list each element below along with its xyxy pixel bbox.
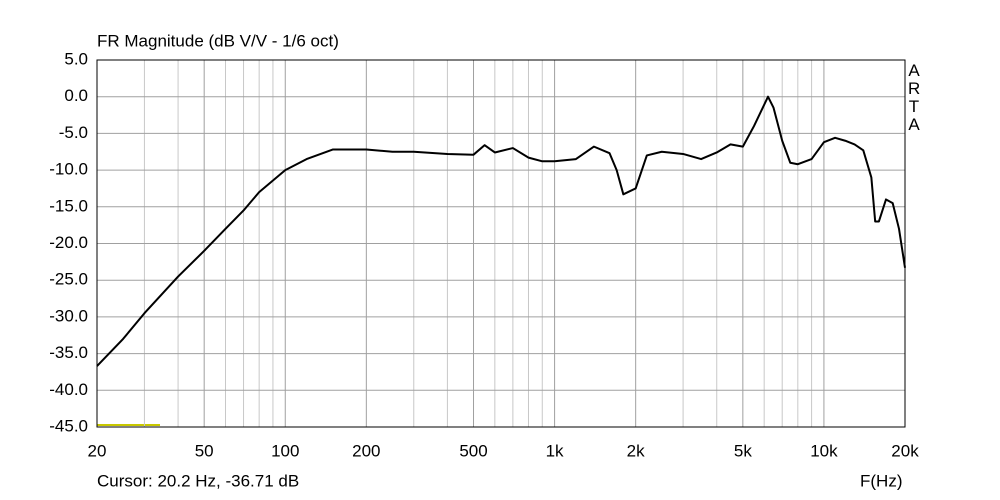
y-tick-label: -30.0 xyxy=(49,306,88,325)
x-tick-label: 20 xyxy=(88,441,107,460)
y-tick-label: -25.0 xyxy=(49,270,88,289)
x-tick-label: 1k xyxy=(546,441,564,460)
plot-frame xyxy=(96,59,906,428)
x-tick-label: 2k xyxy=(627,441,645,460)
x-tick-label: 200 xyxy=(352,441,380,460)
x-tick-label: 5k xyxy=(734,441,752,460)
y-tick-label: -40.0 xyxy=(49,380,88,399)
x-tick-label: 100 xyxy=(271,441,299,460)
cursor-readout: Cursor: 20.2 Hz, -36.71 dB xyxy=(97,471,299,490)
y-tick-label: -20.0 xyxy=(49,233,88,252)
y-tick-label: -45.0 xyxy=(49,416,88,435)
y-tick-label: -10.0 xyxy=(49,160,88,179)
watermark: ARTA xyxy=(908,61,921,134)
x-tick-label: 50 xyxy=(195,441,214,460)
x-axis-label: F(Hz) xyxy=(860,471,902,490)
x-tick-label: 10k xyxy=(810,441,838,460)
y-tick-label: -35.0 xyxy=(49,343,88,362)
y-tick-label: 0.0 xyxy=(64,86,88,105)
chart-title: FR Magnitude (dB V/V - 1/6 oct) xyxy=(97,31,339,50)
response-curve xyxy=(96,95,906,367)
y-tick-label: 5.0 xyxy=(64,49,88,68)
x-tick-label: 20k xyxy=(891,441,919,460)
x-tick-label: 500 xyxy=(459,441,487,460)
y-tick-label: -5.0 xyxy=(59,123,88,142)
y-tick-label: -15.0 xyxy=(49,196,88,215)
